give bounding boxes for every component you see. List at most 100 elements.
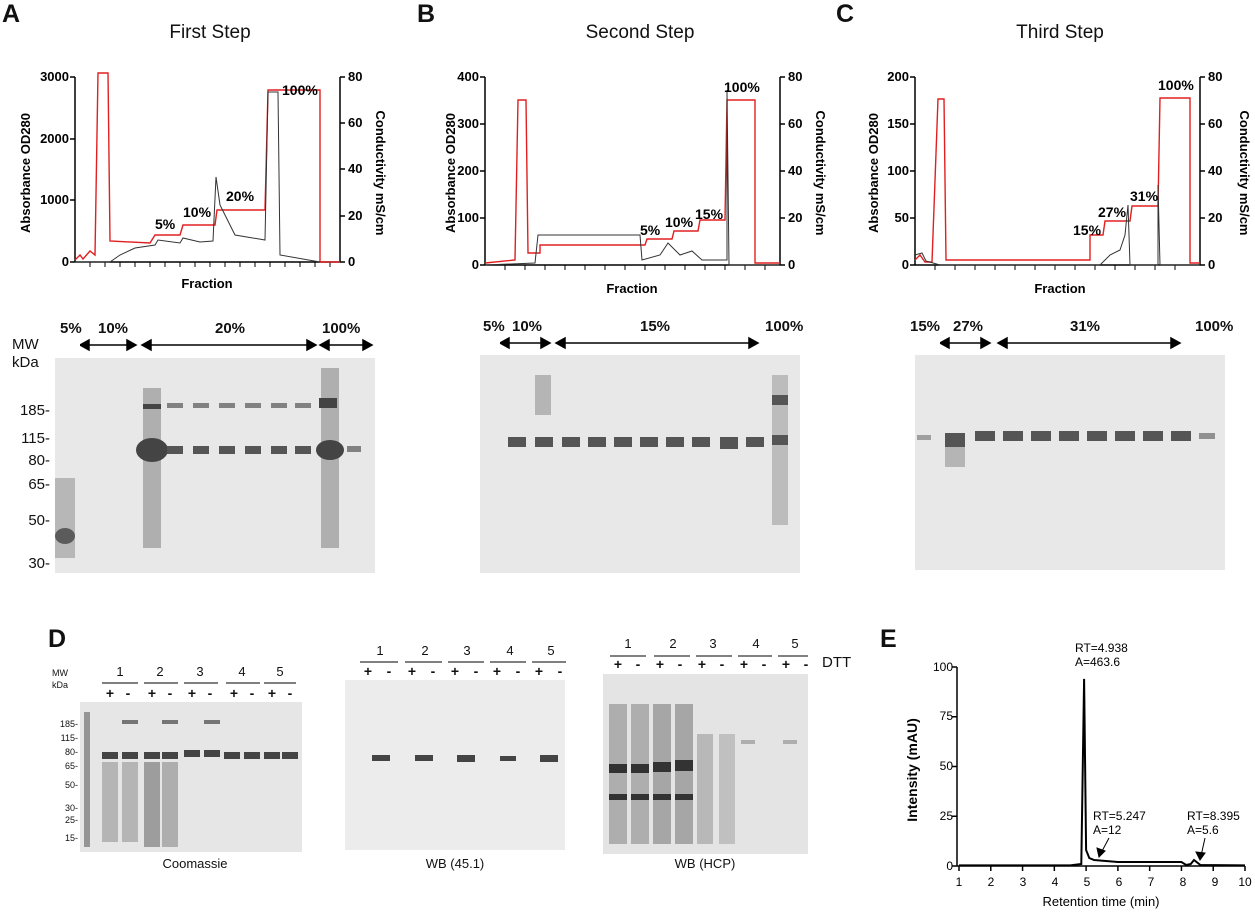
dtt-plus: + <box>147 685 157 701</box>
panel-a-gel-image <box>55 358 375 573</box>
mw-marker: 185- <box>19 402 50 419</box>
gel-range-label: 100% <box>1195 318 1234 335</box>
mw-marker: 65- <box>28 476 50 493</box>
dtt-plus: + <box>105 685 115 701</box>
gel-caption: WB (HCP) <box>674 856 736 871</box>
lane-number: 1 <box>624 636 632 651</box>
step-label: 15% <box>695 206 724 222</box>
gel-range-label: 20% <box>215 320 246 337</box>
dtt-plus: + <box>267 685 277 701</box>
panel-b-range-arrows <box>500 336 760 350</box>
dtt-plus: + <box>407 663 417 679</box>
mw-header: MW <box>12 336 39 353</box>
mw-header-unit: kDa <box>12 354 39 371</box>
lane-number: 3 <box>196 664 204 679</box>
gel-caption: WB (45.1) <box>425 856 485 871</box>
left-tick: 400 <box>457 69 479 84</box>
dtt-plus: + <box>492 663 502 679</box>
right-tick: 0 <box>348 254 355 269</box>
wbhcp-lane-bars <box>610 655 808 657</box>
dtt-plus: + <box>739 656 749 672</box>
left-tick: 200 <box>457 163 479 178</box>
panel-b-title: Second Step <box>585 22 695 43</box>
gel-range-label: 27% <box>953 318 984 335</box>
peak-rt-label: RT=5.247 <box>1093 809 1146 823</box>
lane-number: 1 <box>116 664 124 679</box>
dtt-minus: - <box>803 656 809 672</box>
conductivity-trace <box>74 72 340 263</box>
panel-e-hplc-chart: 0 25 50 75 100 1 2 3 4 5 6 7 8 9 10 Rete… <box>904 641 1252 909</box>
x-tick-label: 4 <box>1052 875 1059 889</box>
panel-e-label: E <box>880 625 897 653</box>
peak-area-label: A=5.6 <box>1187 823 1219 837</box>
right-tick: 60 <box>348 115 362 130</box>
dtt-minus: - <box>677 656 683 672</box>
mw-marker: 30- <box>28 555 50 572</box>
right-tick: 20 <box>348 208 362 223</box>
peak-rt-label: RT=8.395 <box>1187 809 1240 823</box>
gel-range-label: 15% <box>640 318 671 335</box>
absorbance-trace <box>914 184 1200 266</box>
y-axis-left-label: Absorbance OD280 <box>866 113 881 233</box>
dtt-minus: - <box>167 685 173 701</box>
right-tick: 0 <box>788 257 795 272</box>
absorbance-trace <box>75 91 321 263</box>
left-tick: 2000 <box>40 131 69 146</box>
step-label: 20% <box>226 188 255 204</box>
right-tick: 80 <box>348 69 362 84</box>
x-axis-label: Fraction <box>606 281 657 296</box>
y-axis-left-label: Absorbance OD280 <box>443 113 458 233</box>
dtt-minus: - <box>386 663 392 679</box>
wbhcp-blot-image <box>603 674 808 854</box>
mw-marker: 80- <box>64 747 78 757</box>
left-tick: 100 <box>887 163 909 178</box>
dtt-plus: + <box>655 656 665 672</box>
panel-c-label: C <box>836 0 855 28</box>
step-label: 5% <box>155 216 176 232</box>
panel-a-title: First Step <box>169 22 251 43</box>
step-label: 10% <box>665 214 694 230</box>
right-tick: 40 <box>788 163 802 178</box>
dtt-label: DTT <box>822 654 852 671</box>
peak-arrowhead <box>1195 851 1206 861</box>
x-tick-label: 10 <box>1238 875 1252 889</box>
left-tick: 150 <box>887 116 909 131</box>
gel-range-label: 100% <box>765 318 804 335</box>
dtt-plus: + <box>613 656 623 672</box>
conductivity-trace <box>914 97 1200 264</box>
dtt-minus: - <box>557 663 563 679</box>
gel-range-label: 10% <box>98 320 129 337</box>
gel-range-label: 5% <box>60 320 82 337</box>
dtt-minus: - <box>515 663 521 679</box>
y-axis-right-label: Conductivity mS/cm <box>813 111 828 236</box>
mw-marker: 115- <box>21 430 50 447</box>
step-label: 15% <box>1073 222 1102 238</box>
left-tick: 0 <box>62 254 69 269</box>
left-tick: 1000 <box>40 192 69 207</box>
peak-arrowhead <box>1096 847 1106 858</box>
left-tick: 0 <box>472 257 479 272</box>
x-tick-label: 7 <box>1148 875 1155 889</box>
dtt-minus: - <box>430 663 436 679</box>
coomassie-lane-bars <box>102 682 296 684</box>
panel-a-chromatogram: 3000 2000 1000 0 80 60 40 20 0 Fraction … <box>20 69 388 291</box>
mw-marker: 80- <box>28 452 50 469</box>
y-axis-left-label: Absorbance OD280 <box>20 113 33 233</box>
step-label: 31% <box>1130 188 1159 204</box>
step-label: 100% <box>1158 77 1194 93</box>
dtt-plus: + <box>781 656 791 672</box>
lane-number: 4 <box>752 636 760 651</box>
step-label: 100% <box>724 79 760 95</box>
coomassie-gel-image <box>80 702 302 852</box>
y-tick-label: 0 <box>946 859 953 873</box>
step-label: 27% <box>1098 204 1127 220</box>
x-tick-label: 3 <box>1020 875 1027 889</box>
gel-range-label: 5% <box>483 318 505 335</box>
panel-c-range-arrows <box>940 336 1182 350</box>
lane-number: 3 <box>709 636 717 651</box>
right-tick: 80 <box>1208 69 1222 84</box>
dtt-plus: + <box>229 685 239 701</box>
hplc-trace <box>959 678 1246 867</box>
panel-a-range-arrows <box>80 338 374 352</box>
dtt-plus: + <box>450 663 460 679</box>
